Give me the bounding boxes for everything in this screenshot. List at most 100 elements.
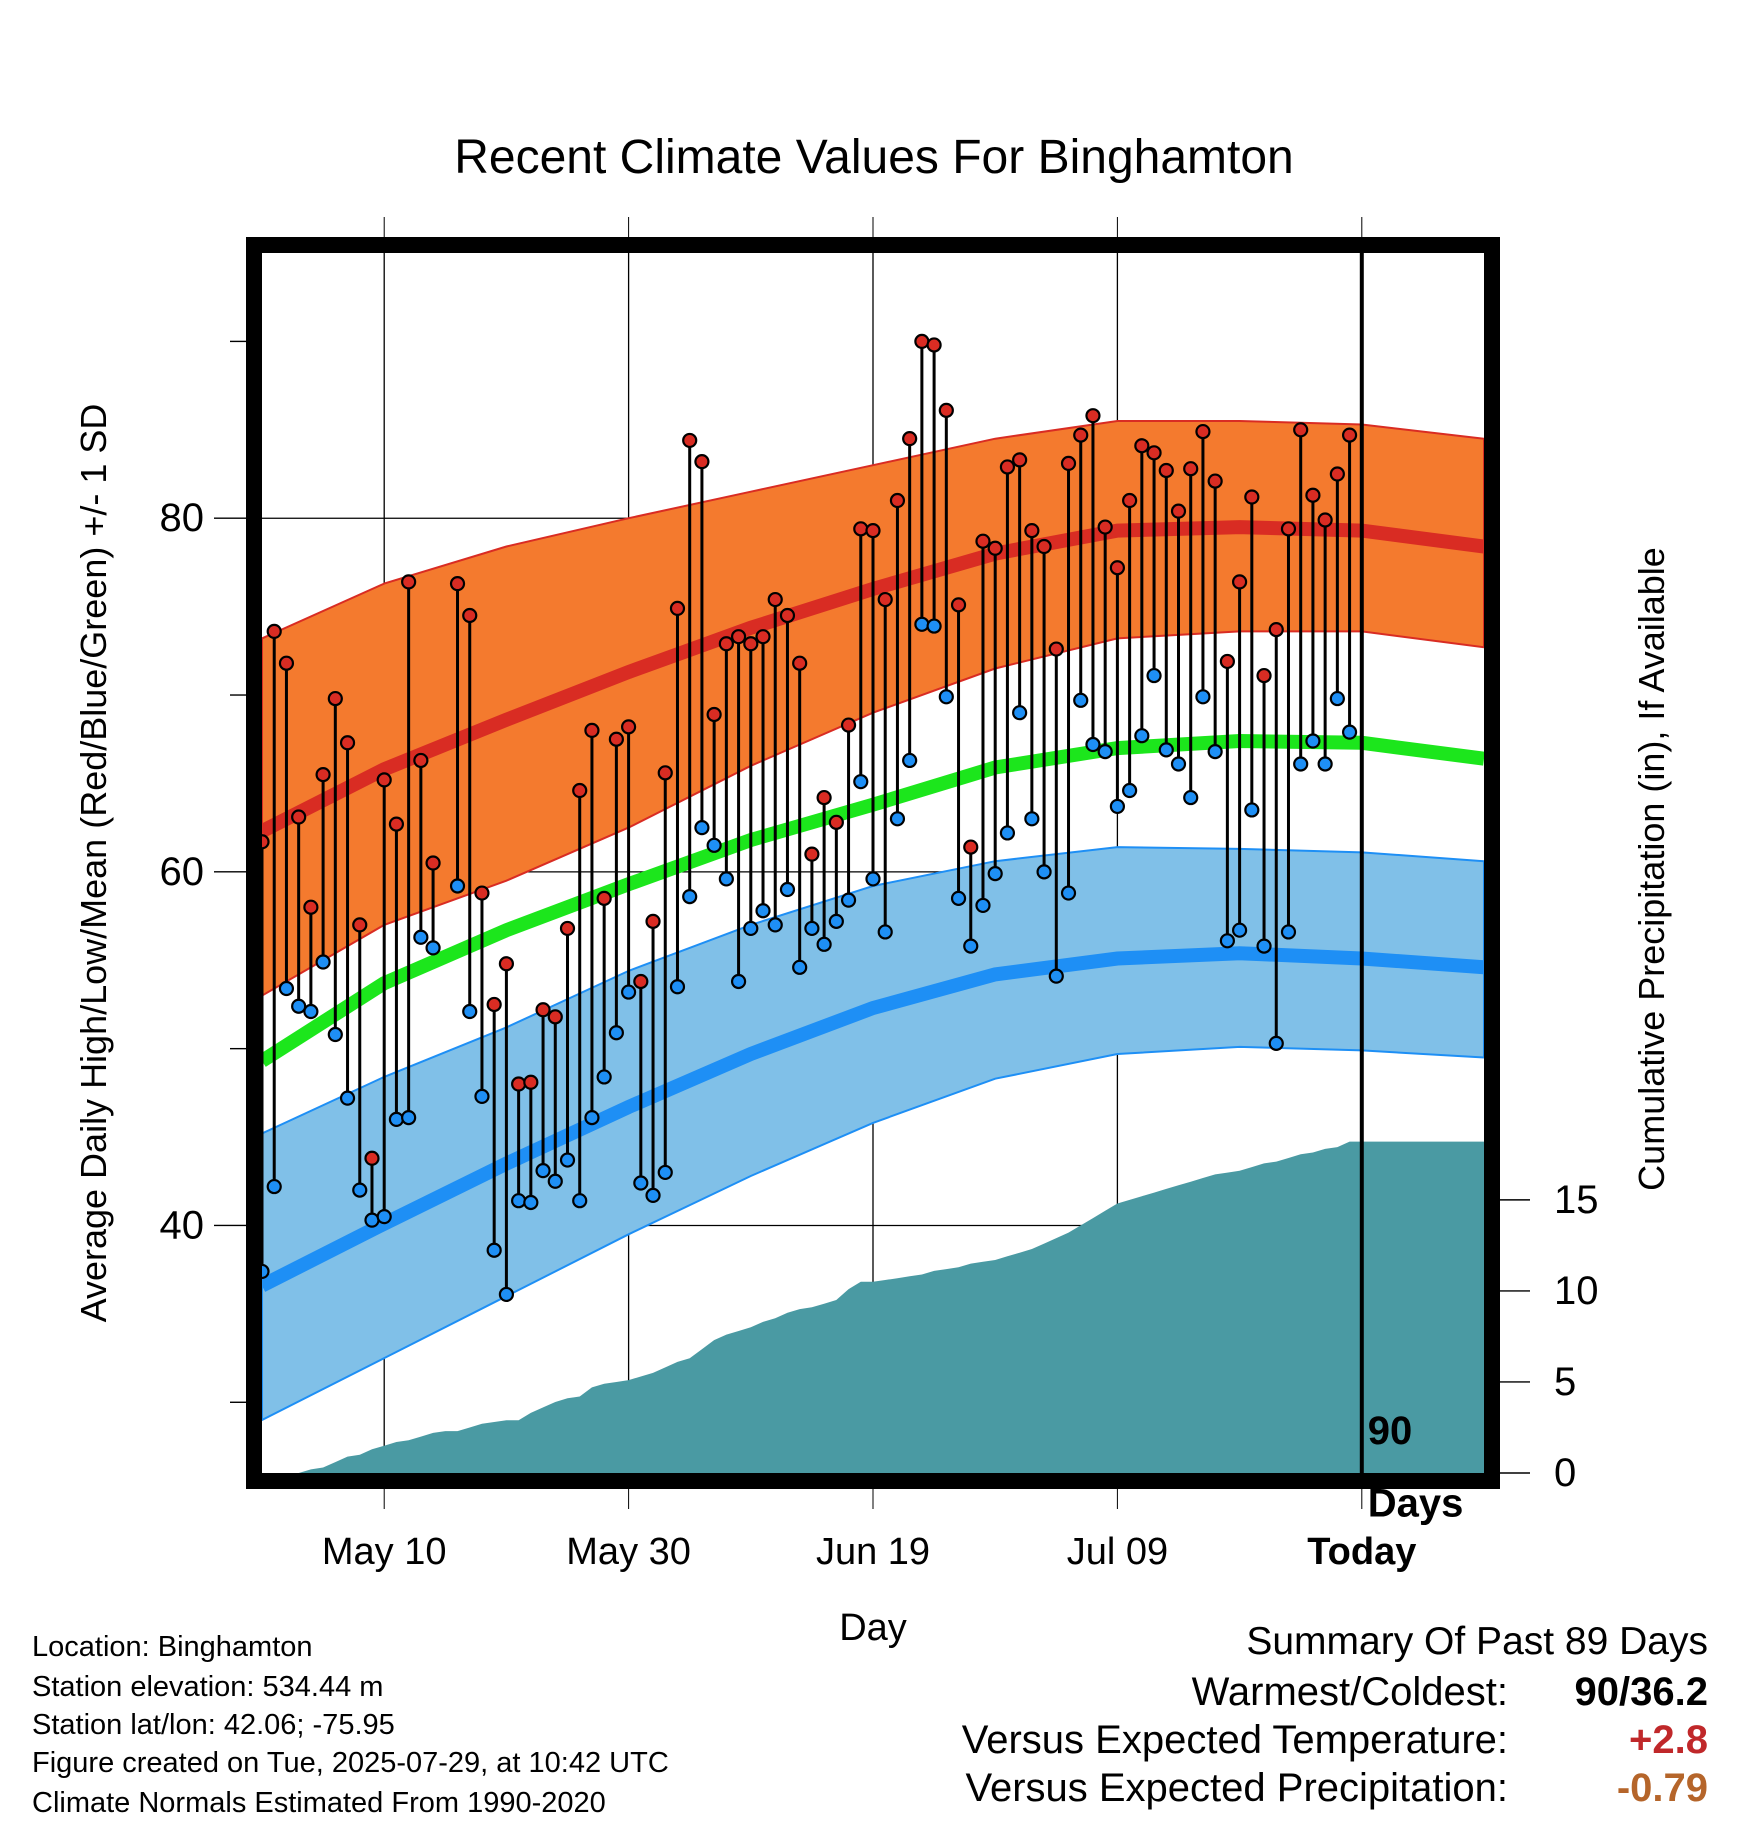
data-layer xyxy=(262,253,1484,1473)
daily-low-point xyxy=(1134,728,1150,744)
daily-low-point xyxy=(938,689,954,705)
summary-warm-cold-row: Warmest/Coldest: 90/36.2 xyxy=(1192,1670,1708,1715)
daily-low-point xyxy=(620,984,637,1000)
chart-title: Recent Climate Values For Binghamton xyxy=(454,131,1294,184)
daily-low-point xyxy=(767,917,783,933)
daily-low-point xyxy=(706,837,722,853)
daily-high-point xyxy=(1158,462,1174,479)
daily-low-point xyxy=(1060,885,1077,901)
daily-low-point xyxy=(1097,744,1113,760)
daily-high-point xyxy=(767,591,783,608)
location-text: Location: Binghamton xyxy=(32,1631,313,1663)
daily-low-point xyxy=(1170,756,1187,772)
summary-temp-row: Versus Expected Temperature: +2.8 xyxy=(962,1718,1708,1763)
latlon-text: Station lat/lon: 42.06; -75.95 xyxy=(32,1709,395,1741)
daily-high-point xyxy=(926,337,942,353)
daily-high-point xyxy=(865,522,881,539)
daily-high-point xyxy=(1305,487,1321,503)
normal-low-band xyxy=(262,846,1484,1422)
daily-high-point xyxy=(1146,445,1162,461)
daily-low-point xyxy=(608,1025,624,1041)
daily-low-point xyxy=(474,1088,490,1104)
daily-high-point xyxy=(743,636,759,652)
daily-low-point xyxy=(462,1003,478,1020)
daily-low-point xyxy=(718,871,734,887)
daily-low-point xyxy=(339,1090,356,1106)
daily-high-point xyxy=(1256,667,1272,684)
daily-low-point xyxy=(1146,667,1162,684)
daily-high-point xyxy=(804,846,820,862)
daily-high-point xyxy=(315,766,331,783)
daily-high-point xyxy=(620,719,637,735)
daily-low-point xyxy=(889,811,906,827)
daily-high-point xyxy=(572,782,588,799)
daily-high-point xyxy=(401,574,417,590)
daily-low-point xyxy=(413,929,429,945)
daily-low-point xyxy=(779,881,796,898)
daily-low-point xyxy=(1048,968,1064,984)
daily-low-point xyxy=(1122,782,1138,799)
daily-high-point xyxy=(1268,622,1284,638)
daily-high-point xyxy=(1207,473,1223,489)
y2-tick-label: 0 xyxy=(1554,1451,1576,1495)
daily-high-point xyxy=(425,855,441,871)
daily-low-point xyxy=(425,940,441,956)
daily-high-point xyxy=(596,890,612,906)
daily-low-point xyxy=(1280,924,1297,940)
daily-high-point xyxy=(1060,455,1077,472)
daily-high-point xyxy=(1317,512,1333,528)
daily-low-point xyxy=(877,924,893,940)
daily-low-point xyxy=(694,820,710,836)
daily-low-point xyxy=(1195,689,1211,705)
daily-low-point xyxy=(828,913,844,929)
daily-high-point xyxy=(559,920,576,937)
daily-high-point xyxy=(999,459,1016,475)
daily-low-point xyxy=(999,825,1016,841)
daily-low-point xyxy=(401,1110,417,1126)
daily-low-point xyxy=(1293,756,1309,772)
summary-temp-label: Versus Expected Temperature: xyxy=(961,1718,1508,1762)
daily-high-point xyxy=(364,1150,380,1166)
daily-low-point xyxy=(1012,705,1028,721)
daily-low-point xyxy=(1231,922,1248,938)
daily-low-point xyxy=(535,1163,551,1179)
daily-high-point xyxy=(938,402,954,418)
summary-warm-cold-value: 90/36.2 xyxy=(1574,1670,1708,1714)
daily-low-point xyxy=(1317,756,1333,772)
daily-high-point xyxy=(1097,519,1113,535)
daily-low-point xyxy=(303,1003,319,1020)
daily-high-point xyxy=(352,917,368,933)
daily-low-point xyxy=(449,878,466,894)
daily-low-point xyxy=(926,618,942,634)
daily-low-point xyxy=(840,892,857,908)
daily-low-point xyxy=(1109,798,1126,815)
daily-high-point xyxy=(523,1074,539,1090)
daily-low-point xyxy=(1341,724,1358,740)
daily-high-point xyxy=(963,839,979,855)
daily-low-point xyxy=(645,1187,661,1204)
daily-high-point xyxy=(535,1002,551,1018)
created-text: Figure created on Tue, 2025-07-29, at 10… xyxy=(32,1747,669,1779)
daily-low-point xyxy=(511,1193,527,1209)
x-tick-label: May 30 xyxy=(566,1531,691,1573)
plot-border xyxy=(246,237,1500,1489)
daily-low-point xyxy=(315,954,331,970)
daily-low-point xyxy=(1244,802,1260,818)
x-tick-label: Jun 19 xyxy=(816,1531,930,1573)
daily-low-point xyxy=(1073,692,1089,708)
daily-high-point xyxy=(950,597,967,613)
precip-area xyxy=(262,1141,1484,1473)
daily-low-point xyxy=(865,871,881,887)
summary-warm-cold-label: Warmest/Coldest: xyxy=(1191,1670,1508,1714)
y2-tick-label: 5 xyxy=(1554,1360,1576,1404)
daily-high-point xyxy=(278,655,295,671)
daily-low-point xyxy=(1085,736,1101,753)
daily-low-point xyxy=(804,920,820,937)
daily-high-point xyxy=(1231,574,1248,590)
daily-high-point xyxy=(498,956,514,972)
daily-high-point xyxy=(462,607,478,624)
daily-high-point xyxy=(303,899,319,915)
daily-high-point xyxy=(682,432,698,449)
daily-low-point xyxy=(291,998,307,1014)
daily-high-point xyxy=(327,690,343,707)
